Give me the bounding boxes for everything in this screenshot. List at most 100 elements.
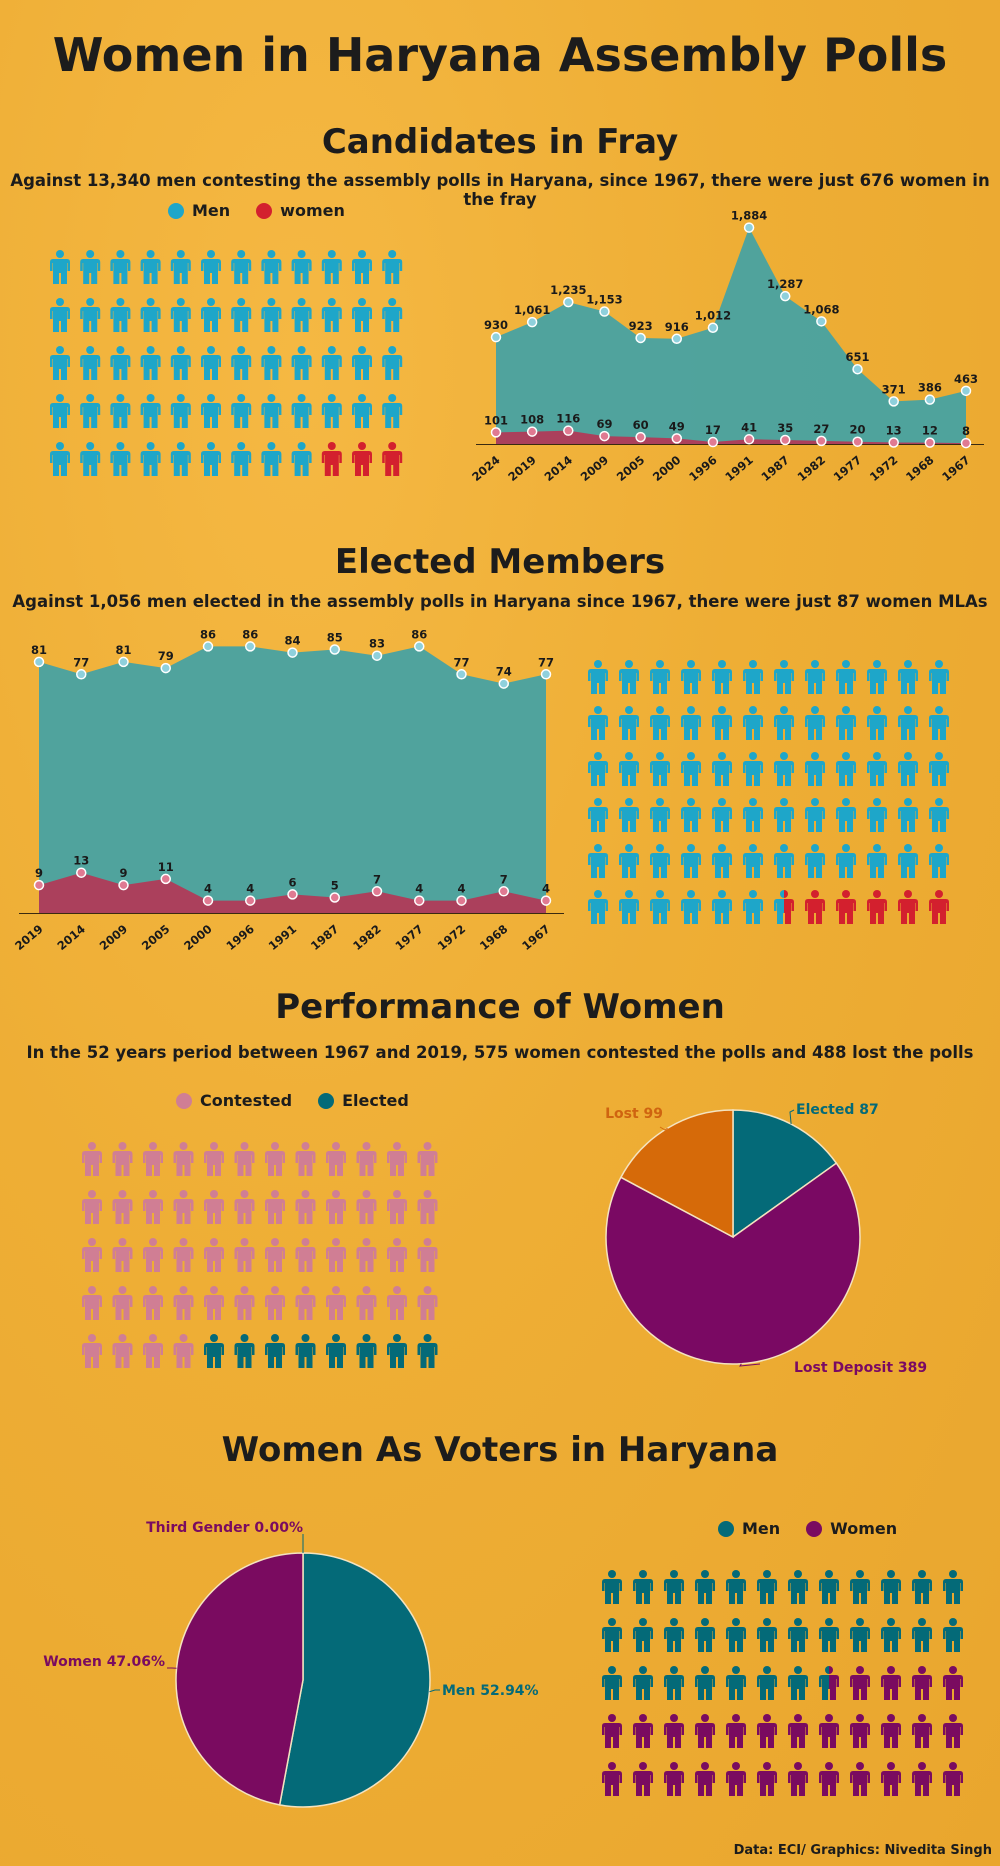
person-icon bbox=[356, 1190, 377, 1224]
elected-area-point bbox=[202, 895, 214, 906]
candidates-area-data-label: 1,068 bbox=[803, 302, 839, 316]
candidates-area-data-label: 35 bbox=[777, 421, 793, 435]
candidates-legend: Men women bbox=[168, 201, 363, 220]
person-icon bbox=[173, 1190, 194, 1224]
person-icon bbox=[265, 1286, 285, 1320]
person-icon bbox=[231, 442, 252, 476]
person-icon bbox=[291, 346, 312, 380]
candidates-area-point bbox=[671, 333, 683, 345]
person-icon bbox=[110, 250, 131, 284]
person-icon bbox=[321, 394, 342, 428]
person-icon bbox=[80, 250, 101, 284]
person-icon bbox=[726, 1666, 746, 1700]
person-icon bbox=[356, 1286, 377, 1320]
person-icon bbox=[712, 660, 732, 694]
legend-voter-men-swatch bbox=[718, 1520, 734, 1537]
person-icon bbox=[819, 1714, 839, 1748]
person-icon bbox=[50, 250, 70, 284]
person-icon bbox=[943, 1666, 963, 1700]
person-icon bbox=[619, 752, 639, 786]
person-icon bbox=[201, 346, 221, 380]
person-icon bbox=[204, 1286, 224, 1320]
person-icon bbox=[82, 1190, 102, 1224]
person-icon bbox=[912, 1762, 932, 1796]
candidates-area-point bbox=[743, 434, 755, 445]
elected-area-point bbox=[456, 669, 467, 680]
candidates-area-x-tick: 1996 bbox=[686, 453, 720, 484]
elected-area-point bbox=[414, 641, 425, 652]
candidates-area-point bbox=[599, 430, 610, 442]
person-icon bbox=[695, 1618, 715, 1652]
candidates-area-point bbox=[924, 437, 936, 448]
person-icon bbox=[588, 844, 608, 878]
candidates-area-data-label: 12 bbox=[922, 424, 938, 438]
person-icon bbox=[757, 1666, 777, 1700]
person-icon bbox=[726, 1570, 746, 1604]
person-icon bbox=[291, 250, 312, 284]
person-icon bbox=[265, 1142, 285, 1176]
candidates-area-x-tick: 1977 bbox=[831, 453, 865, 484]
person-icon bbox=[387, 1238, 407, 1272]
legend-voter-women-label: Women bbox=[830, 1519, 898, 1538]
elected-area-data-label: 7 bbox=[500, 872, 508, 886]
person-icon bbox=[602, 1714, 622, 1748]
person-icon bbox=[352, 394, 372, 428]
person-icon bbox=[170, 250, 191, 284]
person-icon bbox=[352, 250, 372, 284]
person-icon bbox=[619, 798, 639, 832]
candidates-area-x-tick: 1967 bbox=[939, 453, 973, 484]
elected-area-data-label: 6 bbox=[288, 875, 296, 889]
performance-pie-leader-line bbox=[659, 1126, 668, 1131]
person-icon bbox=[664, 1762, 684, 1796]
person-icon bbox=[788, 1762, 808, 1796]
person-icon bbox=[231, 394, 252, 428]
candidates-area-data-label: 27 bbox=[813, 422, 829, 436]
candidates-area-x-tick: 2005 bbox=[614, 453, 648, 484]
legend-women-label: women bbox=[280, 201, 345, 220]
elected-area-data-label: 4 bbox=[457, 882, 465, 896]
candidates-area-point bbox=[599, 306, 610, 317]
elected-area-point bbox=[329, 644, 340, 655]
legend-elected-label: Elected bbox=[342, 1091, 409, 1110]
person-icon bbox=[757, 1762, 777, 1796]
voters-pie-slice-label: Men 52.94% bbox=[442, 1683, 539, 1699]
person-icon bbox=[234, 1334, 255, 1368]
person-icon bbox=[633, 1618, 653, 1652]
person-icon bbox=[757, 1714, 777, 1748]
person-icon bbox=[112, 1238, 133, 1272]
person-icon bbox=[619, 844, 639, 878]
person-icon bbox=[143, 1142, 163, 1176]
elected-area-x-tick: 2005 bbox=[139, 922, 173, 953]
voters-heading: Women As Voters in Haryana bbox=[221, 1430, 779, 1470]
person-icon bbox=[726, 1714, 746, 1748]
person-icon bbox=[867, 660, 887, 694]
elected-area-x-tick: 1996 bbox=[223, 922, 257, 953]
elected-area-point bbox=[76, 669, 87, 680]
person-icon bbox=[664, 1618, 684, 1652]
person-icon bbox=[743, 752, 763, 786]
candidates-area-point bbox=[779, 434, 791, 446]
candidates-area-point bbox=[816, 435, 827, 447]
person-icon bbox=[633, 1666, 653, 1700]
candidates-area-point bbox=[960, 385, 972, 397]
elected-area-x-tick: 1991 bbox=[266, 922, 300, 953]
person-icon bbox=[387, 1190, 407, 1224]
person-icon bbox=[80, 442, 101, 476]
person-icon bbox=[143, 1334, 163, 1368]
person-icon bbox=[943, 1714, 963, 1748]
voters-pie-slice bbox=[175, 1552, 304, 1806]
person-icon bbox=[170, 346, 191, 380]
person-icon bbox=[712, 798, 732, 832]
person-icon bbox=[261, 346, 282, 380]
person-icon bbox=[898, 844, 918, 878]
person-icon bbox=[774, 890, 784, 924]
elected-area-x-tick: 1972 bbox=[435, 922, 469, 953]
candidates-area-data-label: 8 bbox=[962, 424, 970, 438]
person-icon bbox=[170, 394, 191, 428]
candidates-area-data-label: 116 bbox=[556, 412, 580, 426]
voters-pie-chart: Men 52.94% Women 47.06% Third Gender 0.00% bbox=[43, 1520, 539, 1808]
legend-contested-swatch bbox=[176, 1092, 192, 1109]
elected-area-point bbox=[540, 669, 552, 680]
candidates-subtitle: Against 13,340 men contesting the assemb… bbox=[10, 171, 990, 209]
person-icon bbox=[173, 1238, 194, 1272]
